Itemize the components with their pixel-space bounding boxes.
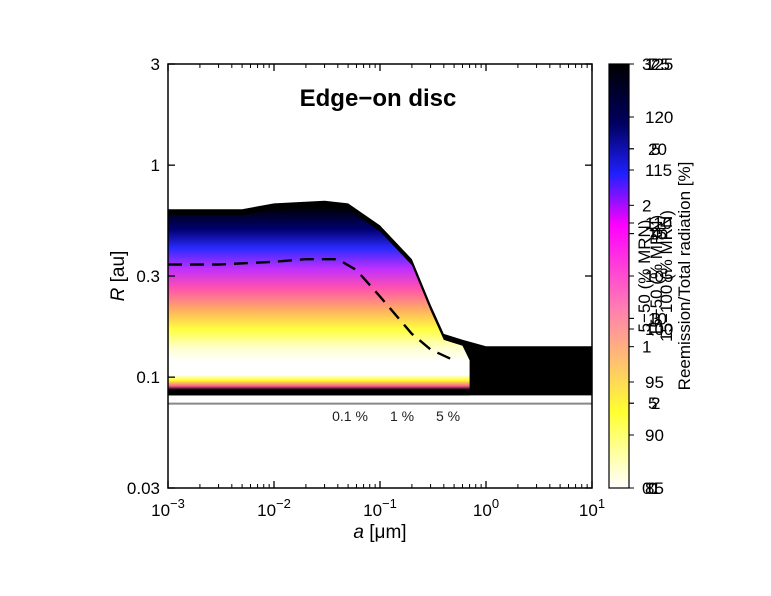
colorbar — [608, 63, 630, 489]
colorbar-axis-label: 5−50 (% MRN) — [635, 220, 654, 333]
colorbar-tick-label: 1 — [651, 479, 660, 498]
colorbar-tick-label: 120 — [645, 108, 673, 127]
colorbar-tick-label: 3 — [651, 309, 660, 328]
colorbar-tick-label: 0 — [642, 479, 651, 498]
colorbar-tick-label: 3 — [642, 55, 651, 74]
x-tick-label: 10−3 — [151, 496, 185, 520]
contour-label-0.1: 0.1 % — [332, 408, 368, 424]
y-tick-label: 3 — [151, 55, 160, 74]
colorbar-tick-label: 105 — [645, 267, 673, 286]
colorbar-tick-label: 7 — [648, 55, 657, 74]
x-tick-label: 10−2 — [257, 496, 291, 520]
x-axis-label: a [μm] — [353, 522, 406, 543]
colorbar-tick-label: 2 — [651, 394, 660, 413]
colorbar-tick-label: 1 — [642, 338, 651, 357]
colorbar-tick-label: 0 — [648, 479, 657, 498]
colorbar-axis-label: Reemission/Total radiation [%] — [675, 162, 694, 391]
y-tick-label: 1 — [151, 156, 160, 175]
x-tick-label: 10−1 — [363, 496, 397, 520]
colorbar-tick-label: 95 — [645, 373, 664, 392]
colorbar-tick-label: 20 — [648, 140, 667, 159]
contour-label-5: 5 % — [436, 408, 460, 424]
colorbar-tick-label: 25 — [651, 55, 670, 74]
colorbar-axis-label: 15−100 (% MRN) — [657, 210, 676, 342]
chart-title: Edge−on disc — [300, 85, 457, 112]
colorbar-tick-label: 85 — [645, 479, 664, 498]
colorbar-tick-label: 5 — [648, 394, 657, 413]
x-tick-label: 100 — [473, 496, 499, 520]
y-tick-label: 0.03 — [127, 479, 160, 498]
colorbar-tick-label: 4 — [651, 225, 660, 244]
colorbar-tick-label: 115 — [645, 161, 672, 180]
y-axis-label: R [au] — [108, 251, 129, 302]
disc-region-colormap — [168, 206, 470, 396]
colorbar-tick-label: 90 — [645, 426, 664, 445]
colorbar-axis-label: 15−50 (% MRN) — [647, 215, 666, 337]
dashed-contour-line — [168, 258, 455, 362]
y-tick-label: 0.3 — [136, 267, 160, 286]
colorbar-tick-label: 2 — [642, 196, 651, 215]
colorbar-tick-label: 125 — [645, 55, 673, 74]
contour-label-1: 1 % — [390, 408, 414, 424]
colorbar-tick-label: 15 — [648, 225, 667, 244]
x-tick-label: 101 — [579, 496, 605, 520]
colorbar-tick-label: 110 — [645, 214, 672, 233]
colorbar-tick-label: 100 — [645, 320, 673, 339]
y-tick-label: 0.1 — [136, 368, 160, 387]
colorbar-tick-label: 5 — [651, 140, 660, 159]
colorbar-tick-label: 10 — [648, 309, 667, 328]
